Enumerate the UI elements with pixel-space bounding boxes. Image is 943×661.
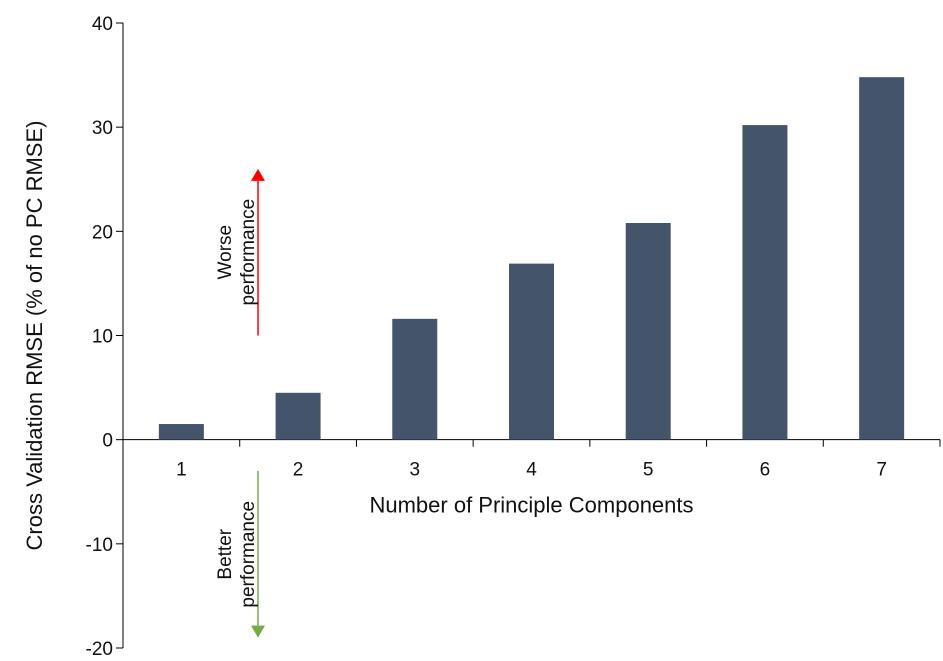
bars bbox=[158, 77, 905, 440]
annotation-label: Better bbox=[215, 528, 236, 579]
y-tick-label: 0 bbox=[102, 431, 113, 452]
annotation-arrowhead bbox=[251, 168, 265, 181]
bar bbox=[625, 223, 671, 440]
x-tick-label: 5 bbox=[643, 460, 654, 481]
y-tick-label: 30 bbox=[92, 118, 113, 139]
x-tick-label: 1 bbox=[176, 460, 187, 481]
annotation-label: performance bbox=[238, 501, 259, 608]
annotation-label: performance bbox=[238, 199, 259, 306]
x-axis-title: Number of Principle Components bbox=[369, 493, 693, 518]
y-tick-label: -20 bbox=[86, 639, 113, 660]
annotation-label: Worse bbox=[215, 225, 236, 280]
x-axis: 1 2 3 4 5 6 7 bbox=[122, 439, 941, 481]
y-tick-label: 40 bbox=[92, 14, 113, 35]
x-tick-label: 3 bbox=[409, 460, 420, 481]
bar bbox=[859, 77, 905, 440]
y-tick-label: 20 bbox=[92, 222, 113, 243]
x-tick-label: 7 bbox=[876, 460, 887, 481]
x-tick-label: 2 bbox=[293, 460, 304, 481]
y-axis-title: Cross Validation RMSE (% of no PC RMSE) bbox=[22, 121, 47, 551]
y-tick-label: -10 bbox=[86, 535, 113, 556]
y-axis: 40 30 20 10 0 -10 -20 bbox=[86, 14, 124, 660]
x-tick-label: 6 bbox=[760, 460, 771, 481]
y-tick-label: 10 bbox=[92, 327, 113, 348]
bar bbox=[509, 263, 554, 440]
annotation-arrowhead bbox=[251, 625, 265, 638]
bar bbox=[742, 125, 788, 440]
bar bbox=[158, 424, 204, 440]
x-tick-label: 4 bbox=[526, 460, 537, 481]
bar bbox=[392, 318, 438, 440]
bar bbox=[275, 392, 321, 440]
